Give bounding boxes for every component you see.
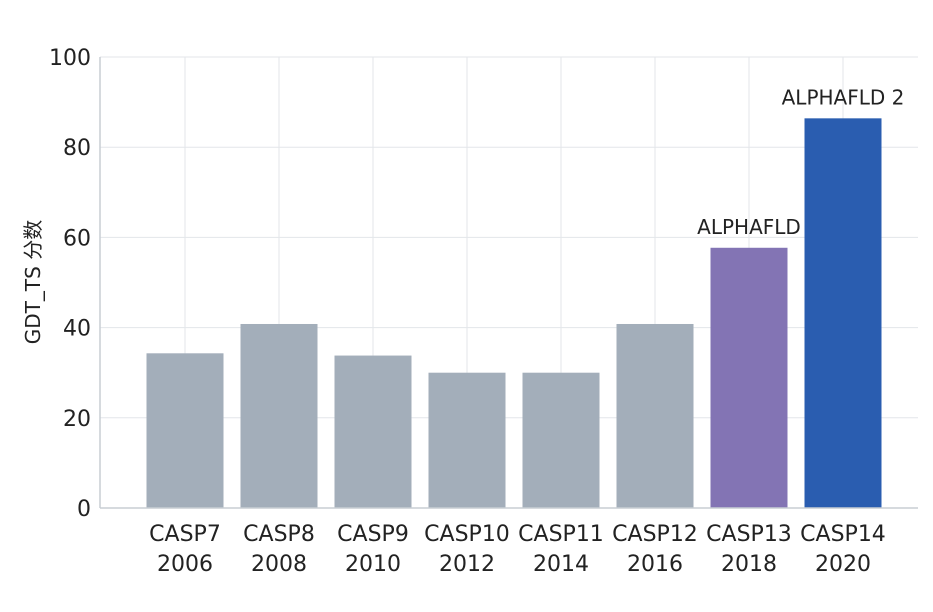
y-tick-label: 80 xyxy=(63,136,91,161)
x-tick-label-name: CASP10 xyxy=(424,522,510,547)
y-axis-title: GDT_TS 分数 xyxy=(21,220,45,344)
bar-annotation: ALPHAFLD xyxy=(697,215,801,239)
bar-casp8 xyxy=(240,323,318,508)
x-tick-label-year: 2020 xyxy=(815,552,871,577)
x-tick-label-year: 2016 xyxy=(627,552,683,577)
x-tick-label-name: CASP11 xyxy=(518,522,604,547)
bar-annotation: ALPHAFLD 2 xyxy=(782,85,905,109)
bar-casp11 xyxy=(522,372,600,508)
x-tick-label-name: CASP9 xyxy=(337,522,409,547)
bar-casp10 xyxy=(428,372,506,508)
x-tick-label-year: 2014 xyxy=(533,552,589,577)
bar-casp7 xyxy=(146,353,224,508)
x-tick-label-year: 2006 xyxy=(157,552,213,577)
y-tick-label: 100 xyxy=(49,46,91,71)
x-tick-label-name: CASP13 xyxy=(706,522,792,547)
x-tick-label-year: 2010 xyxy=(345,552,401,577)
x-tick-label-year: 2008 xyxy=(251,552,307,577)
x-tick-label-year: 2018 xyxy=(721,552,777,577)
y-tick-label: 20 xyxy=(63,407,91,432)
y-tick-label: 0 xyxy=(77,497,91,522)
bar-casp9 xyxy=(334,355,412,508)
x-tick-label-year: 2012 xyxy=(439,552,495,577)
x-tick-label-name: CASP14 xyxy=(800,522,886,547)
x-tick-label-name: CASP12 xyxy=(612,522,698,547)
axes xyxy=(99,57,918,509)
bar-casp13 xyxy=(710,247,788,508)
bar-casp12 xyxy=(616,323,694,508)
bar-casp14 xyxy=(804,118,882,508)
y-tick-label: 60 xyxy=(63,226,91,251)
x-tick-label-name: CASP8 xyxy=(243,522,315,547)
bars xyxy=(146,118,882,508)
labels: 0 20 40 60 80 100 CASP7 2006 CASP8 2008 CASP9 2010 C… xyxy=(49,46,904,577)
x-tick-label-name: CASP7 xyxy=(149,522,221,547)
y-tick-label: 40 xyxy=(63,317,91,342)
